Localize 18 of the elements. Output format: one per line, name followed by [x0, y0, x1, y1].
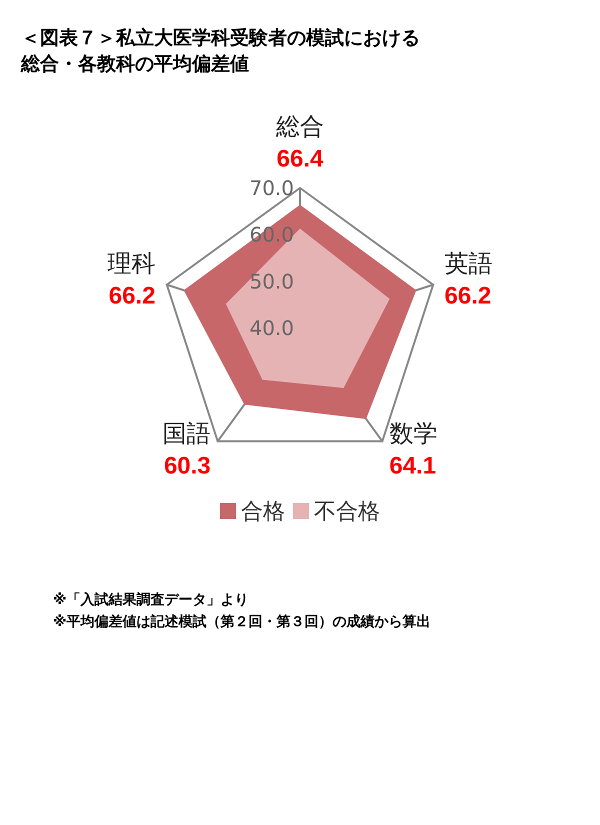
data-label: 66.4 [276, 146, 324, 172]
spoke-label: 数学 [389, 420, 438, 448]
data-label: 66.2 [444, 282, 492, 310]
text: ※平均偏差値は記述模試（第２回・第３回）の成績から算出 [53, 613, 431, 630]
data-label: 64.1 [389, 452, 436, 480]
data-label: 60.3 [164, 452, 211, 480]
y-tick-label: 40.0 [249, 316, 294, 340]
spoke-label: 理科 [107, 250, 156, 278]
legend-label: 不合格 [314, 498, 380, 524]
y-tick-label: 70.0 [249, 176, 294, 200]
spoke-label: 英語 [444, 250, 493, 278]
spoke-label: 総合 [275, 114, 324, 140]
y-tick-label: 50.0 [249, 269, 294, 294]
chart-title: ＜図表７＞私立大医学科受験者の模試における総合・各教科の平均偏差値 [20, 27, 420, 75]
data-label: 66.2 [108, 282, 156, 310]
text: ※「入試結果調査データ」より [53, 591, 249, 608]
spoke-label: 国語 [162, 420, 211, 448]
legend-label: 合格 [241, 498, 285, 524]
